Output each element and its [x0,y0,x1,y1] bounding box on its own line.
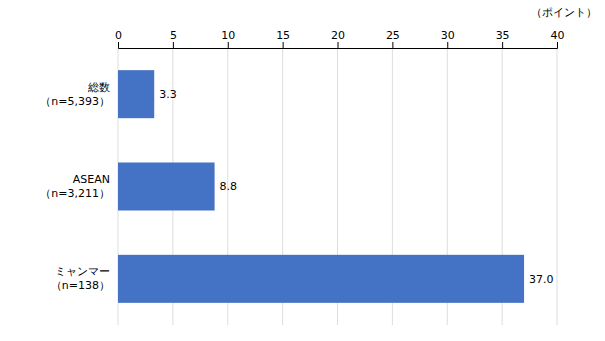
x-tick-mark [118,42,119,48]
x-tick: 25 [386,29,400,48]
x-tick-label: 30 [441,29,455,42]
x-tick-label: 40 [551,29,565,42]
x-axis: 0 5 10 15 20 25 30 35 40 [115,29,565,49]
plot: 0 5 10 15 20 25 30 35 40 ミャンマー（n=138） ASEAN（n=3,21… [40,29,564,325]
x-tick: 35 [496,29,510,48]
x-tick: 30 [441,29,455,48]
y-tick-label: 総数（n=5,393） [40,81,110,108]
x-tick-mark [502,42,503,48]
x-tick: 0 [115,29,122,48]
x-tick-label: 20 [331,29,345,42]
x-tick-label: 15 [276,29,290,42]
x-tick: 15 [276,29,290,48]
bars [118,70,524,303]
x-tick-label: 10 [221,29,235,42]
x-tick-label: 5 [170,29,177,42]
x-tick-label: 0 [115,29,122,42]
y-tick: ASEAN（n=3,211） [40,173,110,200]
x-axis-label: （ポイント） [531,6,597,19]
y-tick: ミャンマー（n=138） [51,265,110,292]
data-label: 3.3 [159,88,177,101]
x-tick-mark [447,42,448,48]
x-tick-mark [392,42,393,48]
x-tick-mark [173,42,174,48]
bar [118,255,524,303]
x-tick-mark [557,42,558,48]
y-tick: 総数（n=5,393） [40,81,110,108]
x-tick-mark [338,42,339,48]
x-tick: 10 [221,29,235,48]
data-label: 8.8 [220,180,238,193]
y-tick-label: ミャンマー（n=138） [51,265,110,292]
bar [118,162,215,210]
data-label: 37.0 [529,273,554,286]
x-tick: 20 [331,29,345,48]
x-tick-mark [228,42,229,48]
x-axis-line [119,42,558,49]
x-tick: 5 [170,29,177,48]
grid-line [557,48,558,325]
chart: 0 5 10 15 20 25 30 35 40 ミャンマー（n=138） ASEAN（n=3,21… [0,0,605,341]
grid [118,48,557,325]
y-axis: ミャンマー（n=138） ASEAN（n=3,211） 総数（n=5,393） [40,81,110,293]
y-tick-label: ASEAN（n=3,211） [40,173,110,200]
x-tick-mark [283,42,284,48]
x-tick: 40 [551,29,565,48]
bar [118,70,154,118]
x-tick-label: 35 [496,29,510,42]
x-tick-label: 25 [386,29,400,42]
data-labels: 37.0 8.8 3.3 [159,88,553,286]
